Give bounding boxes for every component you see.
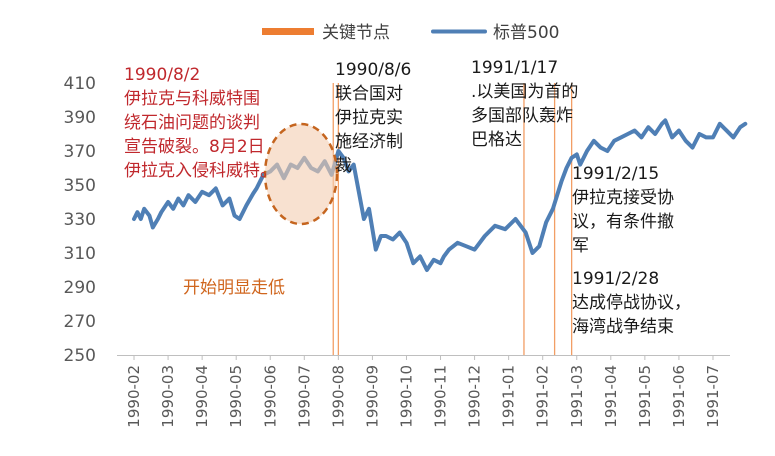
x-tick-label: 1990-06 [261, 365, 279, 428]
y-tick-label: 310 [64, 244, 96, 264]
annotation-1990-08-02: 1990/8/2 伊拉克与科威特围 绕石油问题的谈判 宣告破裂。8月2日 伊拉克… [124, 65, 277, 181]
x-axis: 1990-02 1990-03 1990-04 1990-05 1990-06 1990-… [117, 355, 730, 428]
y-tick-label: 270 [64, 312, 96, 332]
y-tick-label: 370 [64, 142, 96, 162]
legend-swatch-key-dates [262, 28, 314, 35]
x-tick-label: 1991-05 [636, 365, 654, 428]
highlight-ellipse [263, 122, 339, 226]
annotation-1991-02-28: 1991/2/28 达成停战协议， 海湾战争结束 [572, 269, 691, 337]
annotation-decline: 开始明显走低 [183, 278, 285, 298]
y-tick-label: 390 [64, 108, 96, 128]
x-tick-label: 1991-03 [568, 365, 586, 428]
annotation-1991-01-17: 1991/1/17 .以美国为首的 多国部队轰炸 巴格达 [471, 58, 579, 150]
legend-label-key-dates: 关键节点 [322, 23, 390, 43]
key-date-lines [332, 83, 573, 355]
y-tick-label: 290 [64, 278, 96, 298]
y-tick-label: 410 [64, 74, 96, 94]
x-tick-label: 1990-11 [432, 365, 450, 428]
x-tick-label: 1990-10 [397, 365, 415, 428]
y-tick-label: 350 [64, 176, 96, 196]
annotation-1991-02-15: 1991/2/15 伊拉克接受协 议，有条件撤 军 [572, 164, 674, 256]
x-tick-label: 1990-04 [193, 365, 211, 428]
x-tick-label: 1991-02 [534, 365, 552, 428]
x-tick-label: 1990-05 [227, 365, 245, 428]
y-tick-label: 330 [64, 210, 96, 230]
annotation-1990-08-06: 1990/8/6 联合国对 伊拉克实 施经济制 裁 [335, 60, 412, 176]
x-tick-label: 1990-08 [329, 365, 347, 428]
plot-area [132, 118, 748, 272]
x-tick-label: 1991-04 [602, 365, 620, 428]
x-tick-label: 1991-01 [500, 365, 518, 428]
legend: 关键节点 标普500 [262, 23, 559, 43]
x-tick-label: 1991-06 [670, 365, 688, 428]
sp500-series-line [132, 118, 748, 272]
y-tick-label: 250 [64, 346, 96, 366]
y-axis: 250 270 290 310 330 350 370 390 410 [64, 74, 96, 366]
x-tick-label: 1991-07 [704, 365, 722, 428]
x-tick-label: 1990-07 [295, 365, 313, 428]
x-tick-label: 1990-12 [466, 365, 484, 428]
legend-label-sp500: 标普500 [493, 23, 559, 43]
x-tick-label: 1990-03 [159, 365, 177, 428]
x-tick-label: 1990-09 [363, 365, 381, 428]
x-tick-label: 1990-02 [125, 365, 143, 428]
